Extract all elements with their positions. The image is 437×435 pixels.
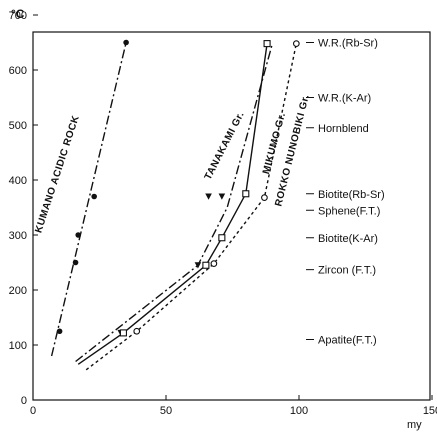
reference-label: Hornblend [318, 123, 369, 135]
series-line-2 [77, 43, 268, 365]
reference-label: Biotite(K-Ar) [318, 233, 378, 245]
data-point [194, 262, 202, 269]
data-point [119, 329, 127, 337]
y-tick-label: 100 [9, 340, 27, 352]
data-point [72, 259, 79, 266]
reference-label: W.R.(Rb-Sr) [318, 38, 378, 50]
y-tick-label: 500 [9, 120, 27, 132]
y-tick-label: 600 [9, 65, 27, 77]
reference-label: Sphene(F.T.) [318, 205, 380, 217]
data-point [56, 328, 63, 335]
y-tick-label: 300 [9, 230, 27, 242]
data-point [91, 193, 97, 200]
data-point [133, 327, 141, 335]
x-tick-label: 100 [290, 405, 308, 417]
data-point [261, 194, 268, 201]
reference-temperature-labels: W.R.(Rb-Sr) W.R.(K-Ar) Hornblend Biotite(Rb… [306, 38, 385, 347]
y-tick-label: 700 [9, 10, 27, 22]
series-line-3 [85, 43, 297, 371]
data-point [202, 261, 210, 269]
series-name-label: ROKKO NUNOBIKI Gr. [273, 93, 312, 207]
x-axis-unit: my [407, 419, 422, 431]
x-tick-label: 50 [160, 405, 172, 417]
x-tick-label: 150 [423, 405, 437, 417]
data-point [75, 232, 82, 238]
data-point [218, 193, 226, 200]
reference-label: Zircon (F.T.) [318, 265, 376, 277]
data-point [263, 40, 271, 48]
series-name-label: TANAKAMI Gr. [203, 110, 247, 182]
plot-frame [32, 31, 431, 401]
series-line-1 [75, 43, 274, 363]
marker-layer [56, 39, 300, 337]
x-tick-label: 0 [30, 405, 36, 417]
y-tick-label: 0 [21, 395, 27, 407]
series-layer [50, 42, 297, 371]
y-axis: 0 100 200 300 400 500 600 700 [9, 10, 38, 407]
data-point [123, 39, 129, 46]
data-point [242, 190, 250, 198]
reference-label: W.R.(K-Ar) [318, 93, 371, 105]
reference-label: Apatite(F.T.) [318, 335, 377, 347]
data-point [292, 40, 300, 47]
y-tick-label: 200 [9, 285, 27, 297]
series-name-label: KUMANO ACIDIC ROCK [33, 114, 82, 235]
x-axis: 0 50 100 150 [30, 395, 437, 417]
y-tick-label: 400 [9, 175, 27, 187]
series-labels: KUMANO ACIDIC ROCK TANAKAMI Gr. MIKUMO Gr.… [33, 93, 311, 234]
y-axis-unit: °C [11, 7, 25, 21]
data-point [210, 260, 218, 267]
data-point [205, 193, 212, 200]
series-line-0 [50, 42, 127, 357]
reference-label: Biotite(Rb-Sr) [318, 189, 385, 201]
data-point [218, 234, 226, 242]
